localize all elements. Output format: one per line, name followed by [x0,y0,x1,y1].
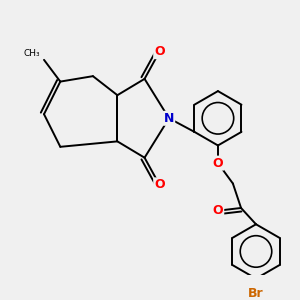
Text: O: O [154,45,165,58]
Text: CH₃: CH₃ [23,50,40,58]
Text: O: O [213,204,223,217]
Text: O: O [213,157,223,169]
Text: O: O [154,178,165,191]
Text: Br: Br [248,287,264,300]
Text: N: N [164,112,174,125]
